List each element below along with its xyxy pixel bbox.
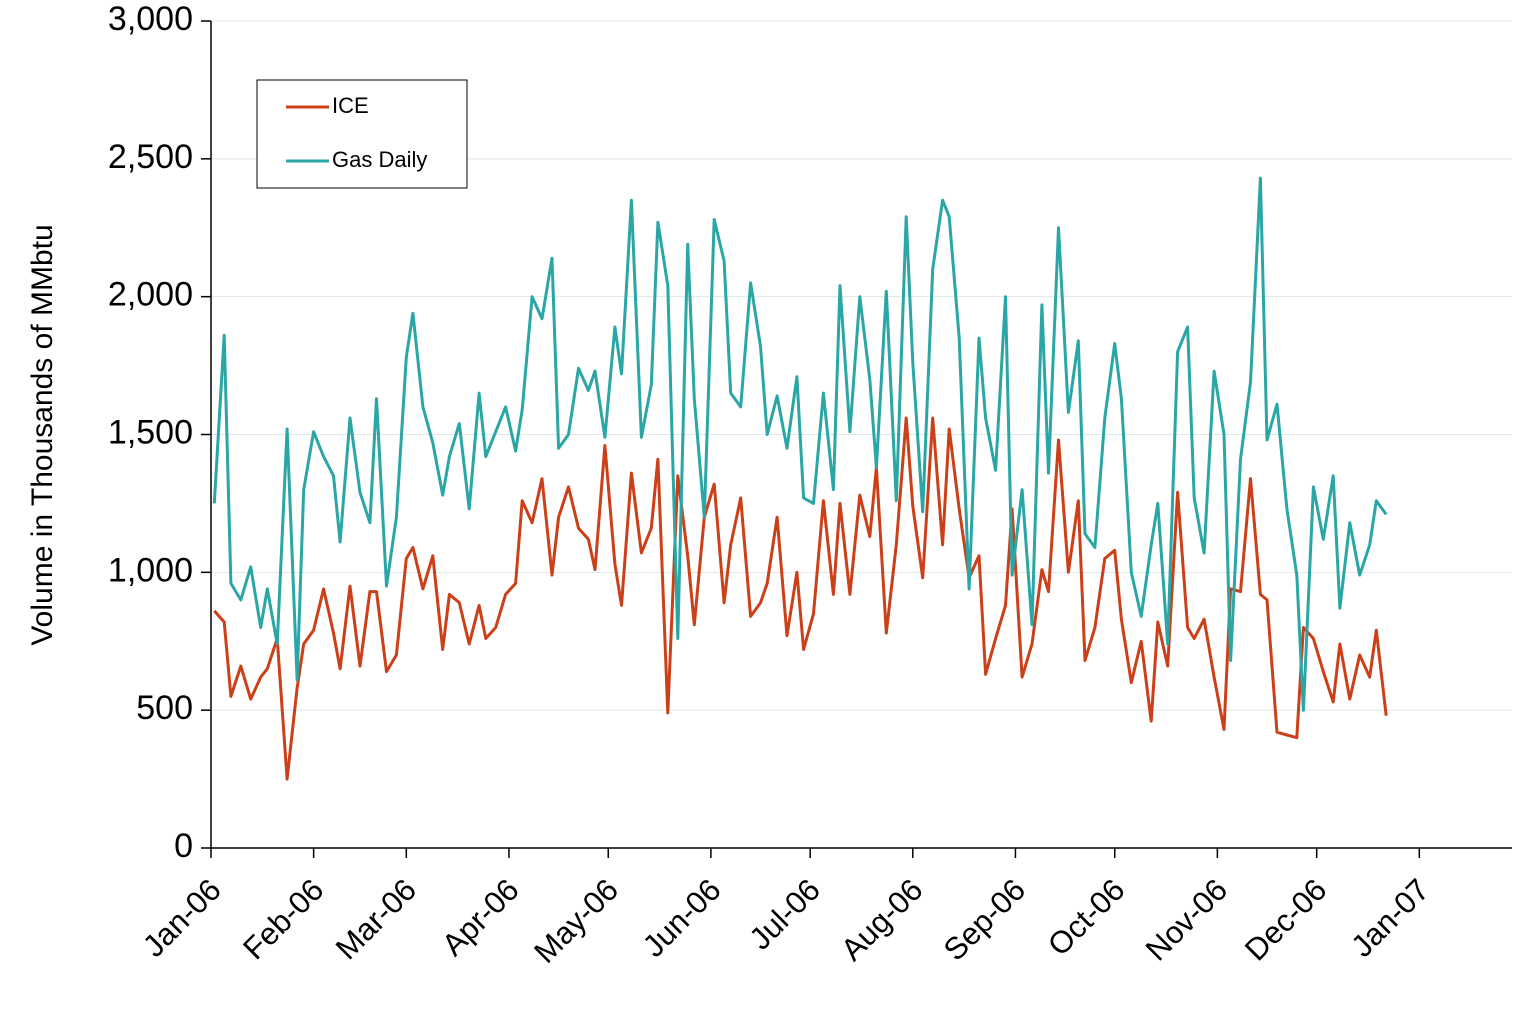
y-tick-label: 1,000: [108, 551, 193, 589]
x-tick-label: Oct-06: [1041, 872, 1132, 963]
x-tick-label: Jul-06: [742, 872, 826, 956]
x-tick-label: Aug-06: [834, 872, 929, 967]
y-tick-label: 2,000: [108, 276, 193, 314]
x-tick-label: Dec-06: [1238, 872, 1333, 967]
y-tick-label: 0: [174, 827, 193, 865]
y-tick-label: 3,000: [108, 0, 193, 38]
legend-box: [256, 79, 468, 189]
x-tick-label: Jan-06: [136, 872, 228, 964]
x-tick-label: Apr-06: [435, 872, 526, 963]
legend-label: Gas Daily: [332, 147, 427, 172]
x-tick-label: Feb-06: [236, 872, 330, 966]
y-axis-label: Volume in Thousands of MMbtu: [26, 224, 59, 645]
x-tick-label: Sep-06: [937, 872, 1032, 967]
y-tick-label: 500: [136, 689, 193, 727]
x-tick-label: May-06: [527, 872, 625, 970]
x-tick-label: Nov-06: [1139, 872, 1234, 967]
legend-label: ICE: [332, 93, 369, 118]
series-line: [213, 416, 1388, 781]
y-tick-label: 2,500: [108, 138, 193, 176]
series-line: [212, 176, 1388, 712]
y-tick-label: 1,500: [108, 413, 193, 451]
x-tick-label: Jan-07: [1344, 872, 1436, 964]
x-tick-label: Mar-06: [329, 872, 423, 966]
x-tick-label: Jun-06: [636, 872, 728, 964]
